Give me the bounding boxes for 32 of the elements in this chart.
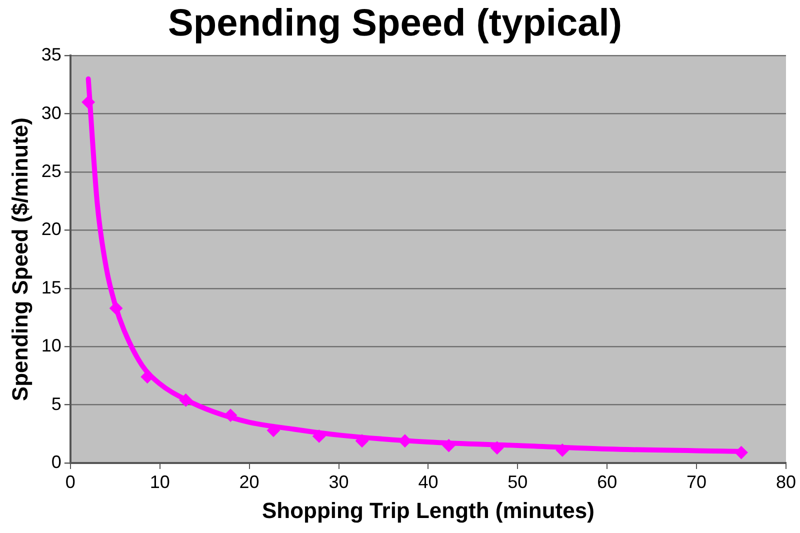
point	[398, 434, 412, 448]
x-tick-label: 40	[418, 472, 438, 492]
point	[110, 302, 123, 315]
point	[266, 424, 280, 437]
x-tick-label: 80	[776, 472, 796, 492]
point	[490, 441, 504, 454]
x-tick-label: 60	[597, 472, 618, 492]
point	[556, 444, 569, 457]
x-tick-label: 70	[686, 472, 707, 492]
x-tick-label: 30	[328, 472, 349, 492]
point	[82, 96, 95, 109]
y-tick-label: 15	[41, 277, 62, 298]
x-tick-label: 10	[150, 472, 170, 492]
y-tick-label: 20	[41, 219, 62, 240]
x-tick-label: 20	[239, 472, 260, 492]
point	[179, 394, 192, 407]
y-tick-label: 5	[51, 394, 62, 414]
y-tick-label: 10	[41, 336, 62, 356]
y-tick-label: 25	[41, 160, 62, 181]
y-tick-label: 35	[41, 44, 62, 65]
x-tick-label: 50	[508, 472, 528, 492]
point	[442, 439, 456, 452]
x-axis-title: Shopping Trip Length (minutes)	[262, 498, 594, 523]
point	[734, 446, 748, 460]
y-tick-label: 30	[41, 102, 62, 123]
point	[224, 408, 238, 422]
point	[312, 430, 326, 443]
chart-title: Spending Speed (typical)	[168, 2, 622, 44]
y-tick-label: 0	[51, 452, 62, 472]
y-axis-title: Spending Speed ($/minute)	[7, 118, 32, 402]
x-tick-label: 0	[65, 472, 76, 492]
point	[356, 434, 369, 448]
